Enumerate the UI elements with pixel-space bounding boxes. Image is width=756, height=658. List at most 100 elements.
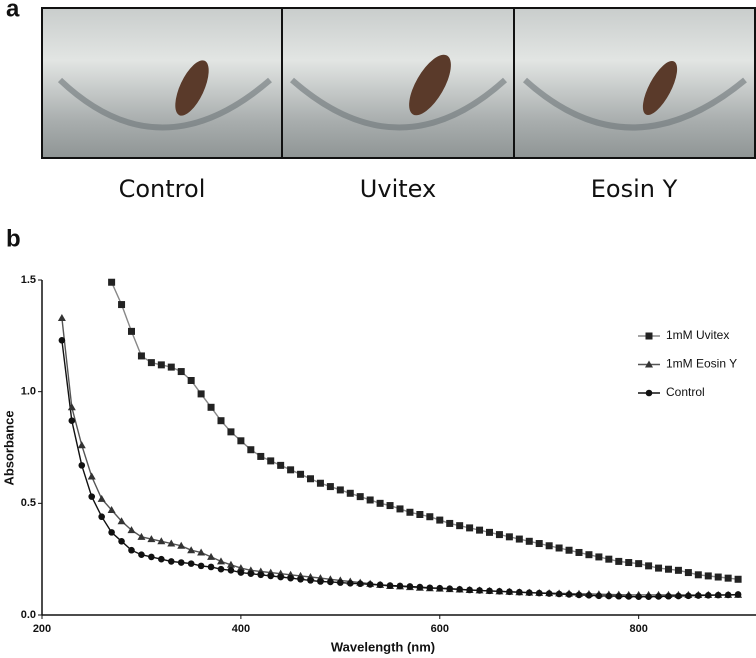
marker — [207, 563, 215, 571]
marker — [605, 555, 613, 563]
marker — [58, 337, 66, 344]
marker — [127, 327, 135, 335]
marker — [366, 581, 374, 588]
marker — [147, 535, 156, 543]
marker — [78, 462, 86, 469]
marker — [485, 528, 493, 536]
marker — [605, 592, 613, 600]
marker — [426, 513, 434, 521]
marker — [127, 526, 136, 534]
y-tick-label: 0.5 — [21, 497, 36, 509]
marker — [685, 592, 692, 600]
marker — [236, 564, 245, 572]
marker — [197, 548, 206, 556]
marker — [456, 522, 464, 530]
marker — [436, 516, 444, 524]
marker — [297, 470, 305, 478]
marker — [287, 574, 294, 582]
marker — [57, 313, 66, 321]
marker — [287, 466, 295, 474]
marker — [336, 486, 344, 494]
marker — [416, 583, 424, 591]
marker — [476, 587, 483, 594]
marker — [714, 573, 722, 581]
marker — [237, 569, 245, 576]
marker — [356, 580, 364, 588]
sample — [409, 54, 451, 116]
legend-label: 1mM Uvitex — [666, 328, 729, 342]
marker — [466, 586, 473, 594]
sample — [175, 60, 209, 116]
marker — [148, 553, 155, 561]
marker — [346, 489, 354, 497]
marker — [267, 457, 275, 465]
marker — [704, 572, 712, 580]
marker — [118, 538, 125, 545]
legend-marker — [645, 360, 653, 368]
marker — [516, 588, 523, 596]
marker — [137, 352, 145, 360]
marker — [704, 592, 712, 599]
caption: Control — [119, 175, 206, 203]
legend-marker — [645, 389, 653, 397]
marker — [157, 361, 165, 369]
x-tick-label: 400 — [232, 623, 250, 635]
marker — [446, 585, 454, 592]
marker — [496, 588, 503, 595]
photo — [281, 7, 515, 159]
marker — [316, 479, 324, 487]
marker — [625, 593, 633, 600]
sample — [642, 61, 678, 115]
photo — [41, 7, 283, 159]
marker — [456, 586, 463, 593]
marker — [167, 558, 175, 565]
vial-edge — [290, 77, 508, 131]
marker — [714, 591, 722, 599]
marker — [545, 542, 553, 550]
y-tick-label: 1.0 — [21, 386, 36, 398]
marker — [257, 452, 265, 460]
marker — [545, 590, 553, 597]
marker — [734, 575, 742, 583]
marker — [117, 517, 126, 525]
marker — [724, 591, 732, 599]
x-tick-label: 200 — [33, 623, 51, 635]
marker — [226, 560, 235, 568]
marker — [147, 359, 155, 367]
series-line — [110, 281, 739, 580]
marker — [635, 560, 643, 568]
marker — [655, 564, 663, 572]
marker — [257, 571, 265, 579]
marker — [137, 532, 146, 540]
caption: Uvitex — [360, 175, 436, 203]
marker — [177, 368, 185, 376]
marker — [356, 493, 364, 501]
marker — [575, 548, 583, 556]
marker — [306, 475, 314, 483]
vial-edge — [522, 77, 747, 131]
marker — [267, 572, 275, 580]
marker — [665, 592, 672, 600]
marker — [187, 377, 195, 384]
marker — [505, 533, 513, 541]
panel-label: b — [6, 225, 21, 252]
marker — [635, 593, 642, 600]
marker — [674, 566, 682, 574]
marker — [108, 529, 115, 536]
marker — [515, 535, 523, 543]
marker — [187, 560, 195, 567]
marker — [237, 437, 245, 445]
marker — [615, 557, 623, 565]
marker — [695, 592, 702, 599]
marker — [157, 537, 166, 545]
marker — [555, 590, 563, 598]
marker — [585, 592, 593, 599]
marker — [177, 559, 185, 566]
legend-label: 1mM Eosin Y — [666, 357, 737, 371]
marker — [645, 593, 652, 600]
marker — [217, 565, 225, 573]
marker — [337, 579, 344, 586]
y-axis-label: Absorbance — [1, 410, 16, 485]
marker — [216, 557, 225, 565]
